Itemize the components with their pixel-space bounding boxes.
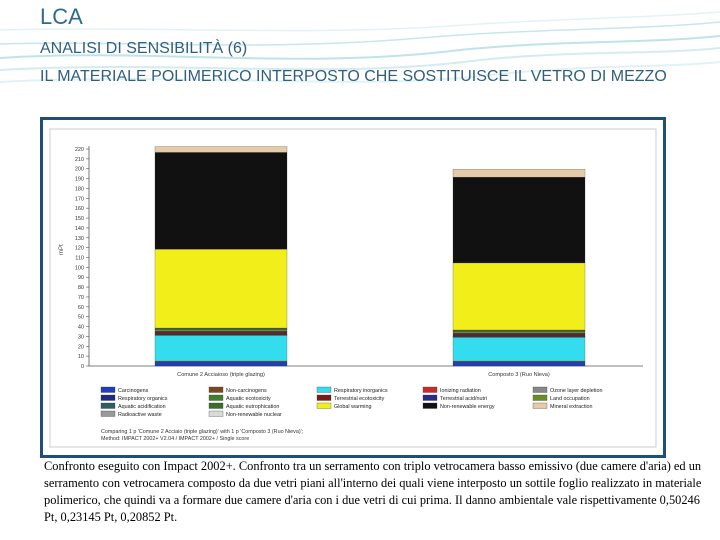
bar-segment [452,361,586,367]
legend: Carcinogens Non-carcinogens Respiratory in… [100,386,602,418]
legend-swatch [316,386,332,393]
bar-segment [154,248,288,329]
y-tick-label: 20 [78,344,84,350]
y-tick-label: 110 [75,256,84,262]
legend-swatch [532,402,548,409]
y-tick-label: 10 [78,354,84,360]
legend-label: Respiratory inorganics [334,388,388,394]
y-tick-label: 70 [78,295,84,301]
header-decoration [0,11,720,83]
bar-segment [452,176,586,264]
legend-swatch [316,394,332,401]
bar-segment [154,360,288,363]
legend-label: Carcinogens [118,388,149,394]
bars [154,146,586,367]
legend-swatch [422,394,438,401]
y-tick-label: 160 [75,206,84,212]
bar-segment [452,337,586,362]
chart-frame: mPt 0 10 20 30 40 50 60 70 80 90 100 110 120 130 140 15… [40,117,666,458]
y-tick-label: 30 [78,334,84,340]
legend-swatch [100,402,116,409]
y-tick-label: 130 [75,236,84,242]
legend-swatch [100,386,116,393]
y-tick-label: 40 [78,325,84,331]
y-tick-label: 60 [78,305,84,311]
caption: Confronto eseguito con Impact 2002+. Con… [44,459,702,524]
bar-segment [452,360,586,363]
y-tick-label: 50 [78,315,84,321]
slide-subtitle: ANALISI DI SENSIBILITÀ (6) [40,40,248,57]
bar-segment [452,329,586,332]
bar-segment [154,327,288,330]
y-tick-label: 170 [75,196,84,202]
legend-swatch [208,394,224,401]
x-tick-label: Composto 3 (Ruo Nieva) [488,372,550,378]
legend-label: Global warming [334,404,371,410]
legend-label: Terrestrial ecotoxicity [334,396,385,402]
legend-swatch [208,402,224,409]
legend-label: Non-carcinogens [226,388,267,394]
legend-swatch [100,394,116,401]
x-axis-labels: Comune 2 Acciaioso (triple glazing) Compo… [177,372,550,378]
y-tick-label: 150 [75,216,84,222]
legend-swatch [208,386,224,393]
legend-label: Land occupation [550,396,590,402]
y-tick-label: 80 [78,285,84,291]
legend-label: Aquatic eutrophication [226,404,279,410]
y-tick-label: 90 [78,275,84,281]
y-tick-label: 100 [75,265,84,271]
slide-heading: IL MATERIALE POLIMERICO INTERPOSTO CHE S… [40,68,667,85]
y-tick-label: 220 [75,147,84,153]
legend-swatch [532,386,548,393]
legend-label: Respiratory organics [118,396,168,402]
legend-swatch [208,410,224,417]
bar-segment [452,333,586,335]
legend-swatch [422,402,438,409]
x-tick-label: Comune 2 Acciaioso (triple glazing) [177,372,265,378]
legend-label: Non-renewable energy [440,404,495,410]
legend-swatch [532,394,548,401]
y-tick-label: 200 [75,167,84,173]
y-axis-label: mPt [59,244,65,255]
legend-label: Mineral extraction [550,404,593,410]
y-tick-label: 120 [75,246,84,252]
legend-label: Terrestrial acid/nutri [440,396,487,402]
y-tick-label: 180 [75,186,84,192]
bar-segment [154,335,288,362]
y-tick-label: 0 [81,364,84,370]
legend-label: Radioactive waste [118,412,162,418]
legend-swatch [100,410,116,417]
bar-segment [452,169,586,178]
y-tick-label: 190 [75,177,84,183]
bar-segment [154,146,288,153]
legend-label: Aquatic acidification [118,404,166,410]
stacked-bar-chart: mPt 0 10 20 30 40 50 60 70 80 90 100 110 120 130 140 15… [49,128,657,448]
footnote-line-2: Method: IMPACT 2002+ V2.04 / IMPACT 2002… [101,436,249,442]
bar-segment [154,332,288,335]
y-tick-label: 210 [75,157,84,163]
slide-title: LCA [40,4,83,29]
bar-segment [154,331,288,333]
legend-label: Ionizing radiation [440,388,481,394]
legend-label: Ozone layer depletion [550,388,602,394]
bar-segment [452,262,586,331]
y-tick-label: 140 [75,226,84,232]
footnote-line-1: Comparing 1 p 'Comune 2 Acciaio (triple … [101,429,304,435]
bar-segment [452,334,586,337]
bar-segment [154,361,288,367]
bar-segment [154,152,288,250]
legend-label: Aquatic ecotoxicity [226,396,271,402]
legend-swatch [422,386,438,393]
legend-swatch [316,402,332,409]
legend-label: Non-renewable nuclear [226,412,282,418]
